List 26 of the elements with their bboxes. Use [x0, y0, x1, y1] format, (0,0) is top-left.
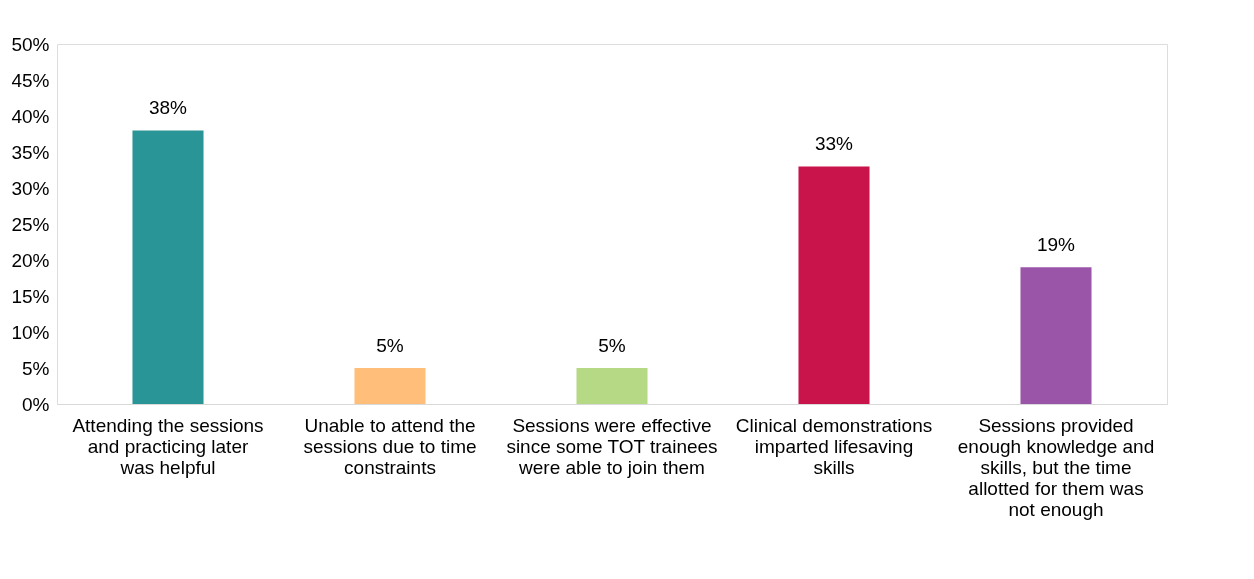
y-tick-label: 15% — [11, 285, 50, 307]
y-tick-label: 10% — [11, 321, 50, 343]
x-tick-label: Clinical demonstrations imparted lifesaving skills — [735, 414, 933, 478]
y-tick-label: 40% — [11, 105, 50, 127]
x-tick-label: Sessions were effective since some TOT trainees were able to join them — [506, 414, 718, 478]
data-label: 5% — [376, 335, 404, 356]
y-tick-label: 20% — [11, 249, 50, 271]
bar — [132, 130, 204, 404]
bar — [576, 368, 648, 404]
y-tick-label: 30% — [11, 177, 50, 199]
y-tick-label: 45% — [11, 69, 50, 91]
bar — [354, 368, 426, 404]
y-tick-label: 50% — [11, 33, 50, 55]
x-tick-label: Sessions provided enough knowledge and skills, but the time allotted for them was not enough — [957, 414, 1155, 520]
data-label: 33% — [814, 133, 854, 155]
data-label: 5% — [598, 335, 626, 356]
data-label: 38% — [148, 97, 188, 119]
y-tick-label: 0% — [22, 393, 50, 415]
y-tick-label: 35% — [11, 141, 50, 163]
bar — [1020, 267, 1092, 404]
y-tick-label: 5% — [22, 357, 50, 379]
bar — [798, 166, 870, 404]
x-tick-label: Attending the sessions and practicing later was helpful — [72, 414, 264, 478]
x-tick-label: Unable to attend the sessions due to time constraints — [303, 414, 477, 478]
y-tick-label: 25% — [11, 213, 50, 235]
data-label: 19% — [1036, 234, 1076, 256]
